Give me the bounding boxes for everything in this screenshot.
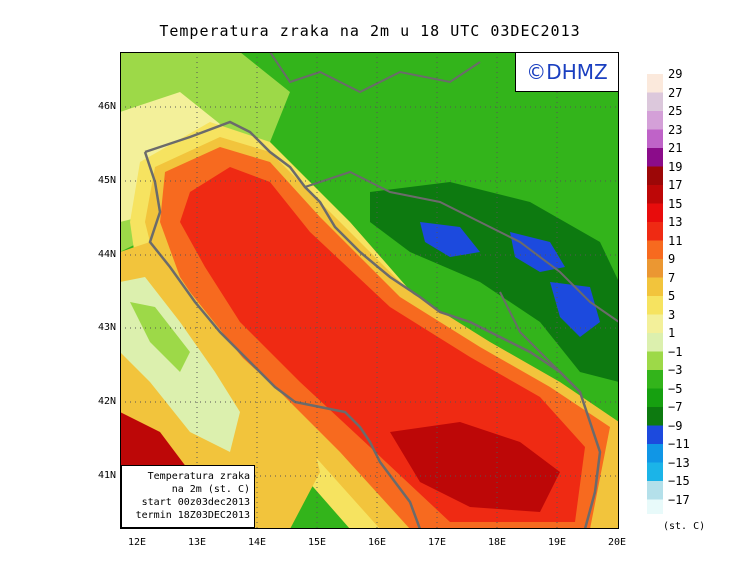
legend-label: −13 [668, 455, 690, 470]
grid-lines [120, 52, 619, 529]
legend-label: 7 [668, 270, 676, 285]
legend-swatch [647, 92, 663, 111]
legend-swatch [647, 351, 663, 370]
legend-swatch [647, 444, 663, 463]
run-info-box: Temperatura zraka na 2m (st. C) start 00… [121, 465, 255, 528]
info-line-1: Temperatura zraka [147, 471, 250, 482]
y-tick-45n: 45N [97, 175, 116, 186]
info-line-3: start 00z03dec2013 [141, 497, 250, 508]
x-tick-18e: 18E [487, 537, 507, 548]
legend-label: −15 [668, 474, 690, 488]
legend-swatch [647, 74, 663, 93]
zone-cold-pocket-3 [550, 282, 600, 337]
border-line-2 [304, 170, 619, 323]
legend-label: 29 [668, 67, 683, 81]
legend-label: 23 [668, 122, 683, 137]
x-tick-19e: 19E [547, 537, 567, 548]
legend-label: −3 [668, 363, 683, 377]
legend-swatch [647, 499, 663, 514]
border-line-3 [499, 291, 561, 373]
legend-swatch [647, 388, 663, 407]
legend-label: 3 [668, 307, 676, 322]
legend-label: −1 [668, 344, 683, 359]
x-tick-13e: 13E [187, 537, 207, 548]
legend-label: 27 [668, 85, 683, 100]
legend-swatch [647, 277, 663, 296]
legend-label: 11 [668, 233, 683, 248]
legend-swatch [647, 370, 663, 389]
legend-label: 17 [668, 178, 683, 192]
color-legend [647, 74, 663, 514]
x-tick-16e: 16E [367, 537, 387, 548]
temperature-map [120, 52, 619, 529]
info-line-4: termin 18Z03DEC2013 [135, 510, 250, 521]
map-canvas [120, 52, 619, 529]
legend-label: 9 [668, 252, 676, 266]
legend-swatch [647, 185, 663, 204]
y-tick-43n: 43N [97, 322, 116, 333]
x-tick-17e: 17E [427, 537, 447, 548]
legend-label: −17 [668, 492, 690, 507]
legend-swatch [647, 296, 663, 315]
legend-label: −9 [668, 418, 683, 433]
legend-label: 5 [668, 289, 676, 303]
y-tick-41n: 41N [97, 470, 116, 481]
legend-swatch [647, 166, 663, 185]
x-tick-15e: 15E [307, 537, 327, 548]
legend-label: 15 [668, 196, 683, 211]
legend-label: 1 [668, 326, 676, 340]
legend-swatch [647, 259, 663, 278]
zone-cold-pocket-2 [510, 232, 565, 272]
border-line-1 [269, 52, 481, 94]
y-tick-44n: 44N [97, 249, 116, 260]
map-frame [120, 52, 619, 529]
legend-label: 21 [668, 141, 683, 155]
legend-label: −7 [668, 400, 683, 414]
legend-label: 19 [668, 159, 683, 174]
y-tick-46n: 46N [97, 101, 116, 112]
map-title: Temperatura zraka na 2m u 18 UTC 03DEC20… [159, 22, 581, 40]
x-tick-14e: 14E [247, 537, 267, 548]
legend-swatch [647, 129, 663, 148]
zone-sea-hot-pocket [390, 422, 560, 512]
legend-label: 13 [668, 215, 683, 229]
legend-swatch [647, 481, 663, 500]
legend-swatch [647, 148, 663, 167]
legend-swatch [647, 240, 663, 259]
coastline-west [143, 151, 422, 529]
info-line-2: na 2m (st. C) [171, 484, 250, 495]
legend-label: −11 [668, 437, 690, 451]
legend-unit: (st. C) [663, 521, 706, 532]
coastline-east [144, 120, 602, 529]
zone-cold-pocket-1 [420, 222, 480, 257]
legend-label: 25 [668, 104, 683, 118]
legend-swatch [647, 222, 663, 241]
legend-swatch [647, 111, 663, 130]
legend-swatch [647, 333, 663, 352]
legend-swatch [647, 462, 663, 481]
y-tick-42n: 42N [97, 396, 116, 407]
legend-swatch [647, 203, 663, 222]
dhmz-logo: ©DHMZ [515, 52, 619, 92]
x-tick-20e: 20E [607, 537, 627, 548]
legend-swatch [647, 407, 663, 426]
x-tick-12e: 12E [127, 537, 147, 548]
zone-italy-inland-cold [130, 302, 190, 372]
legend-swatch [647, 425, 663, 444]
legend-swatch [647, 314, 663, 333]
legend-label: −5 [668, 381, 683, 396]
